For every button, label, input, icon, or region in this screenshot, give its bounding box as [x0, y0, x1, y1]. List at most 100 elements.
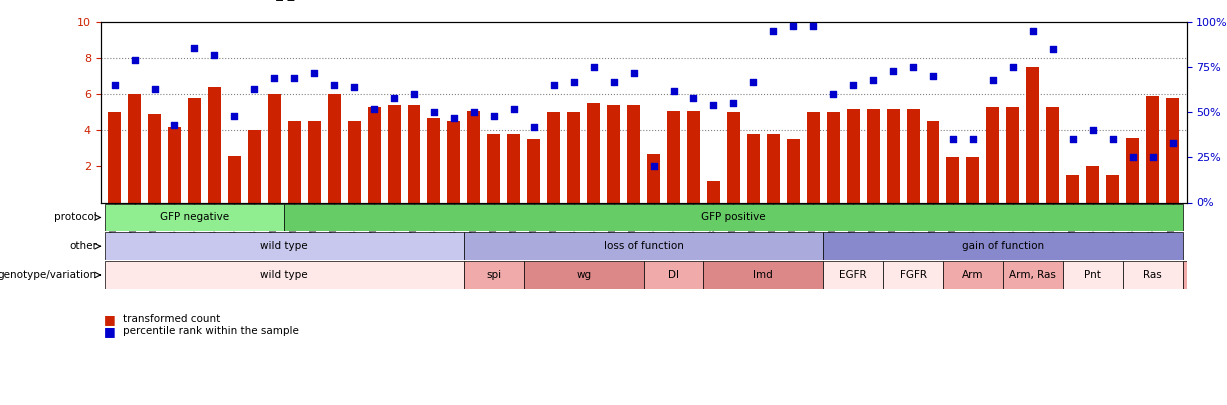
Point: [1103, 136, 1123, 143]
Point: [104, 82, 124, 89]
Bar: [647, 154, 660, 202]
Point: [923, 73, 942, 79]
Point: [963, 136, 983, 143]
Text: ■: ■: [104, 313, 117, 326]
Bar: [207, 87, 221, 202]
Bar: [347, 122, 361, 202]
Point: [225, 113, 244, 119]
Text: Ras: Ras: [1144, 270, 1162, 280]
Text: EGFR: EGFR: [839, 270, 867, 280]
Bar: [1002, 261, 1063, 289]
Point: [944, 136, 963, 143]
Text: FGFR: FGFR: [899, 270, 926, 280]
Bar: [907, 109, 919, 202]
Point: [544, 82, 563, 89]
Text: genotype/variation: genotype/variation: [0, 270, 97, 280]
Bar: [288, 122, 301, 202]
Point: [883, 68, 903, 74]
Bar: [588, 103, 600, 202]
Point: [564, 79, 584, 85]
Bar: [827, 112, 839, 202]
Bar: [407, 105, 421, 202]
Bar: [823, 261, 883, 289]
Bar: [128, 94, 141, 202]
Text: protocol: protocol: [54, 213, 97, 222]
Text: GFP positive: GFP positive: [701, 213, 766, 222]
Bar: [823, 232, 1183, 260]
Point: [584, 64, 604, 70]
Point: [164, 122, 184, 128]
Bar: [926, 122, 940, 202]
Bar: [104, 204, 285, 231]
Bar: [528, 139, 540, 202]
Point: [504, 106, 524, 112]
Bar: [104, 261, 464, 289]
Bar: [104, 232, 464, 260]
Bar: [767, 134, 780, 202]
Bar: [1146, 96, 1160, 202]
Bar: [806, 112, 820, 202]
Point: [125, 57, 145, 63]
Point: [1043, 46, 1063, 53]
Text: loss of function: loss of function: [604, 241, 683, 251]
Point: [983, 77, 1002, 83]
Point: [604, 79, 623, 85]
Bar: [747, 134, 760, 202]
Bar: [607, 105, 620, 202]
Point: [664, 87, 683, 94]
Point: [724, 100, 744, 107]
Bar: [388, 105, 400, 202]
Bar: [1086, 166, 1099, 202]
Bar: [228, 156, 240, 202]
Bar: [285, 204, 1183, 231]
Point: [763, 28, 783, 34]
Bar: [464, 261, 524, 289]
Bar: [787, 139, 800, 202]
Bar: [148, 114, 161, 202]
Point: [1023, 28, 1043, 34]
Point: [804, 23, 823, 29]
Point: [464, 109, 483, 116]
Point: [444, 115, 464, 121]
Point: [324, 82, 344, 89]
Bar: [1183, 261, 1227, 289]
Point: [285, 75, 304, 81]
Point: [1142, 154, 1162, 161]
Text: Arm, Ras: Arm, Ras: [1010, 270, 1056, 280]
Bar: [1126, 138, 1139, 202]
Point: [843, 82, 863, 89]
Bar: [328, 94, 341, 202]
Bar: [467, 111, 481, 202]
Bar: [1006, 107, 1020, 202]
Point: [384, 95, 404, 101]
Bar: [267, 94, 281, 202]
Text: Imd: Imd: [753, 270, 773, 280]
Point: [404, 91, 423, 98]
Point: [345, 84, 364, 90]
Bar: [108, 112, 121, 202]
Bar: [567, 112, 580, 202]
Point: [1083, 127, 1103, 134]
Bar: [1107, 175, 1119, 202]
Point: [304, 70, 324, 76]
Point: [703, 102, 723, 109]
Point: [1063, 136, 1082, 143]
Bar: [667, 111, 680, 202]
Point: [823, 91, 843, 98]
Bar: [1026, 67, 1039, 202]
Bar: [643, 261, 703, 289]
Bar: [1066, 175, 1080, 202]
Point: [683, 95, 703, 101]
Text: wg: wg: [577, 270, 591, 280]
Point: [524, 124, 544, 130]
Point: [644, 163, 664, 170]
Bar: [847, 109, 860, 202]
Point: [1163, 140, 1183, 146]
Text: gain of function: gain of function: [962, 241, 1044, 251]
Bar: [487, 134, 501, 202]
Text: spi: spi: [486, 270, 502, 280]
Point: [1002, 64, 1022, 70]
Text: wild type: wild type: [260, 270, 308, 280]
Point: [145, 86, 164, 92]
Bar: [944, 261, 1002, 289]
